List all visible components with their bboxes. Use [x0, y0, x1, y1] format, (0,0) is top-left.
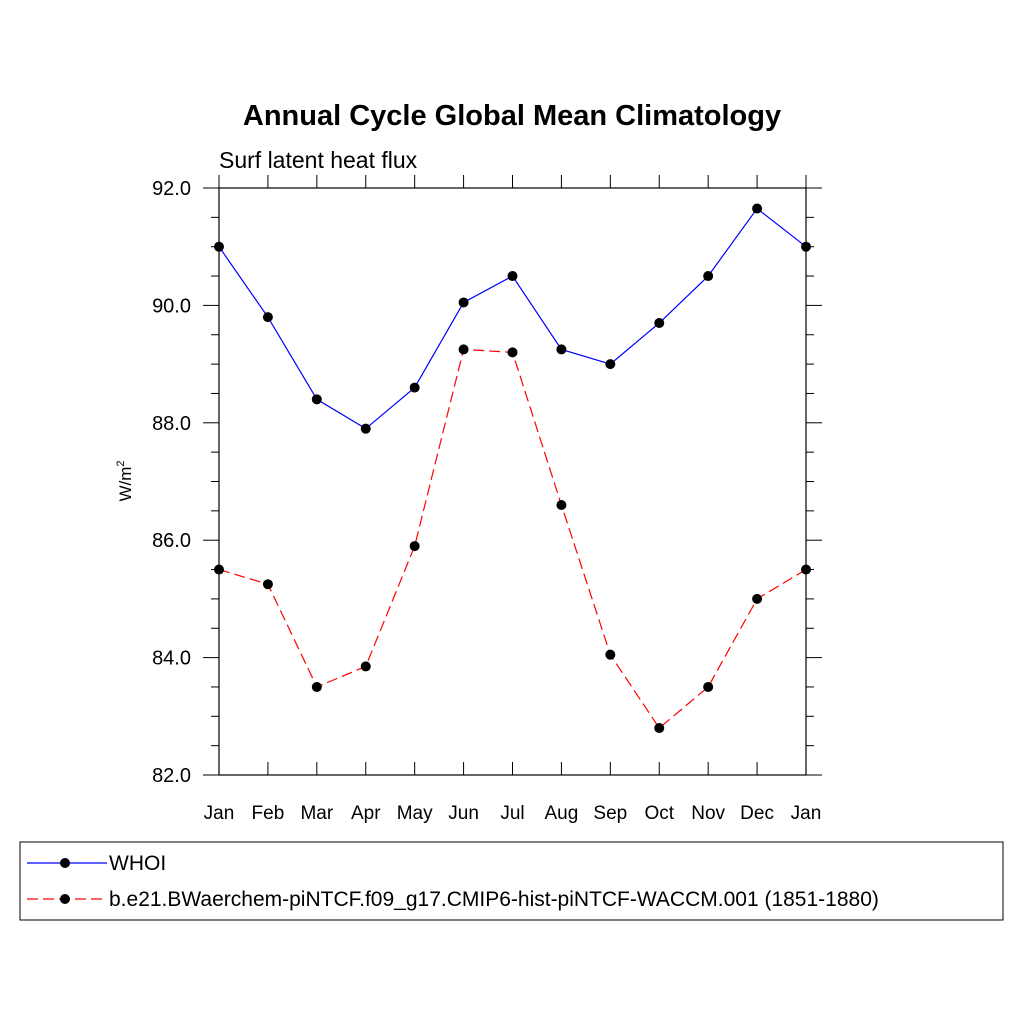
- data-point: [311, 681, 322, 692]
- data-point: [703, 271, 714, 282]
- legend-box: [19, 841, 1004, 921]
- x-tick-label: Oct: [644, 803, 674, 824]
- data-point: [801, 241, 811, 252]
- legend-marker: [60, 894, 70, 904]
- data-point: [507, 347, 518, 358]
- data-point: [262, 312, 273, 323]
- legend-label: WHOI: [109, 852, 166, 875]
- x-tick-label: Mar: [300, 803, 333, 824]
- x-tick-label: Dec: [740, 803, 774, 824]
- x-tick-labels: Jan Feb Mar Apr May Jun Jul Aug Sep Oct Nov Dec Jan: [204, 803, 822, 824]
- data-point: [409, 541, 420, 552]
- data-point: [458, 297, 469, 308]
- data-point: [654, 318, 665, 329]
- x-tick-label: May: [397, 803, 433, 824]
- x-tick-label: Aug: [545, 803, 579, 824]
- y-tick-labels: 82.0 84.0 86.0 88.0 90.0 92.0: [152, 178, 191, 787]
- data-point: [507, 271, 518, 282]
- data-point: [703, 681, 714, 692]
- legend-marker: [60, 858, 70, 868]
- legend-label: b.e21.BWaerchem-piNTCF.f09_g17.CMIP6-his…: [109, 888, 879, 911]
- y-tick-label: 90.0: [152, 295, 191, 317]
- data-point: [214, 564, 224, 575]
- y-tick-label: 88.0: [152, 413, 191, 435]
- x-tick-label: Nov: [691, 803, 725, 824]
- data-point: [556, 344, 567, 355]
- y-axis-label-unit: W/m: [116, 467, 135, 502]
- chart-subtitle: Surf latent heat flux: [219, 147, 418, 173]
- axis-ticks: [203, 175, 822, 776]
- data-point: [311, 394, 322, 405]
- legend: WHOI b.e21.BWaerchem-piNTCF.f09_g17.CMIP6…: [19, 841, 1004, 921]
- x-tick-label: Jan: [791, 803, 822, 824]
- legend-items: WHOI b.e21.BWaerchem-piNTCF.f09_g17.CMIP6…: [27, 852, 879, 911]
- y-axis-label: W/m2: [115, 460, 135, 501]
- y-tick-label: 82.0: [152, 765, 191, 787]
- data-point: [262, 579, 273, 590]
- data-point: [458, 344, 469, 355]
- x-tick-label: Apr: [351, 803, 381, 824]
- y-tick-label: 92.0: [152, 178, 191, 200]
- data-point: [752, 593, 763, 604]
- data-point: [752, 203, 763, 214]
- data-point: [360, 661, 371, 672]
- y-axis-label-exponent: 2: [115, 460, 127, 466]
- series-layer: [214, 203, 811, 734]
- data-point: [605, 649, 616, 660]
- data-point: [654, 723, 665, 734]
- series-line-0: [218, 207, 807, 430]
- data-point: [409, 382, 420, 393]
- x-tick-label: Feb: [252, 803, 285, 824]
- y-tick-label: 84.0: [152, 648, 191, 670]
- chart-title: Annual Cycle Global Mean Climatology: [243, 100, 781, 132]
- data-point: [556, 499, 567, 510]
- x-tick-label: Jan: [204, 803, 235, 824]
- data-point: [214, 241, 224, 252]
- series-line-1: [218, 348, 807, 729]
- data-point: [801, 564, 811, 575]
- data-point: [605, 359, 616, 370]
- x-tick-label: Sep: [593, 803, 627, 824]
- x-tick-label: Jul: [500, 803, 524, 824]
- y-tick-label: 86.0: [152, 530, 191, 552]
- x-tick-label: Jun: [448, 803, 479, 824]
- data-point: [360, 423, 371, 434]
